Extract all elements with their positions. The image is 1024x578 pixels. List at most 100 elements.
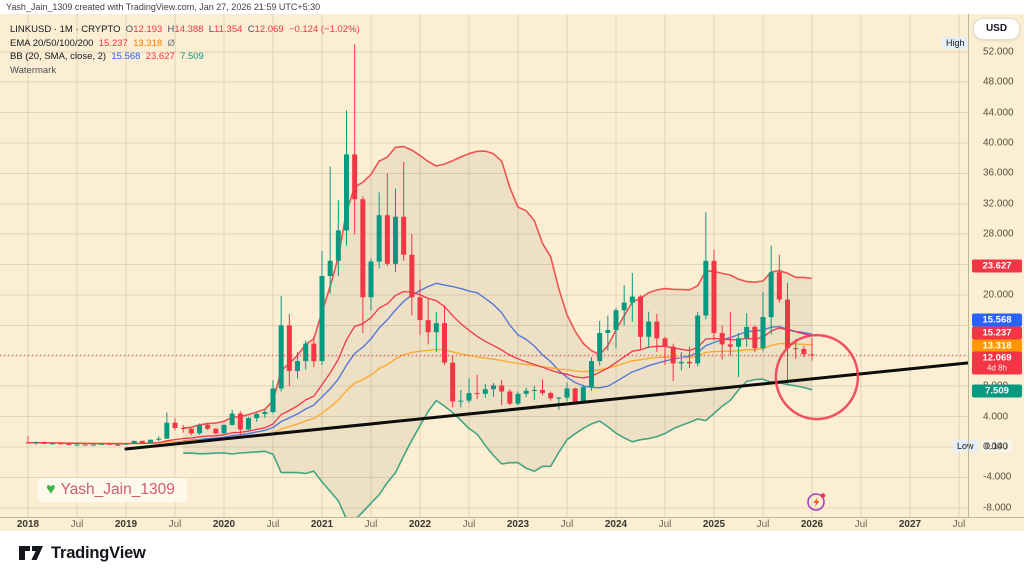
time-tick-label: 2027 xyxy=(898,519,922,530)
tradingview-logo-icon xyxy=(19,546,43,560)
candle xyxy=(760,291,766,352)
price-tick-label: 36.000 xyxy=(983,167,1014,179)
bb-fill xyxy=(183,146,812,517)
ema20-value: 15.237 xyxy=(98,37,128,49)
candle xyxy=(662,336,668,365)
price-badge: 23.627 xyxy=(972,259,1022,273)
price-tick-label: 52.000 xyxy=(983,46,1014,58)
time-axis[interactable]: 2018 Jul 2019 Jul 2020 Jul 2021 Jul 2022 Jul 2023 J… xyxy=(0,517,1024,532)
bb-basis-line xyxy=(183,282,813,442)
legend-symbol-row[interactable]: LINKUSD · 1M · CRYPTO O12.193 H14.388 L1… xyxy=(10,23,360,37)
candle xyxy=(719,325,725,360)
time-tick-label: 2019 xyxy=(114,519,138,530)
price-badge: 7.509 xyxy=(972,384,1022,398)
symbol-title: LINKUSD · 1M · CRYPTO xyxy=(10,24,121,35)
price-badge: 15.237 xyxy=(972,326,1022,340)
market-status-icon[interactable] xyxy=(806,491,828,513)
candle xyxy=(90,444,96,446)
candle xyxy=(482,383,488,398)
tradingview-brand[interactable]: TradingView xyxy=(18,542,146,564)
price-axis[interactable]: 52.000 48.000 44.000 40.000 36.000 32.000 28.0… xyxy=(968,14,1024,517)
price-tick-label: 20.000 xyxy=(983,289,1014,301)
candle xyxy=(417,279,423,336)
candle xyxy=(638,295,644,349)
time-tick-label: Jul xyxy=(756,519,770,530)
time-tick-label: Jul xyxy=(266,519,280,530)
candle xyxy=(654,314,660,352)
candle xyxy=(801,345,807,358)
currency-button[interactable]: USD xyxy=(973,18,1020,40)
candle xyxy=(82,444,88,446)
close-label: C xyxy=(247,24,255,35)
candle xyxy=(736,333,742,378)
candle xyxy=(605,315,611,351)
price-tick-label: 40.000 xyxy=(983,137,1014,149)
candle xyxy=(425,298,431,345)
candle xyxy=(531,386,537,400)
time-tick-label: 2023 xyxy=(506,519,530,530)
time-tick-label: 2025 xyxy=(702,519,726,530)
candle xyxy=(376,192,382,269)
price-tick-label: 48.000 xyxy=(983,76,1014,88)
candle xyxy=(58,442,64,445)
candle xyxy=(466,378,472,403)
legend-ema-row[interactable]: EMA 20/50/100/200 15.237 13.318 Ø xyxy=(10,37,360,51)
candle xyxy=(344,110,350,246)
time-tick-label: 2022 xyxy=(408,519,432,530)
open-value: 12.193 xyxy=(133,24,163,35)
close-value: 12.069 xyxy=(254,24,284,35)
candle xyxy=(727,311,733,356)
chart-area[interactable]: LINKUSD · 1M · CRYPTO O12.193 H14.388 L1… xyxy=(0,14,1024,532)
candle xyxy=(450,355,456,408)
candle xyxy=(433,311,439,352)
legend-watermark-row[interactable]: Watermark xyxy=(10,64,57,76)
candle xyxy=(507,389,513,406)
low-value: 11.354 xyxy=(214,24,243,35)
candle xyxy=(629,272,635,322)
flash-bolt-icon xyxy=(807,493,826,511)
watermark-pill: ♥ Yash_Jain_1309 xyxy=(38,478,187,502)
candle xyxy=(580,384,586,403)
ema50-value: 13.318 xyxy=(133,37,163,49)
credit-line: Yash_Jain_1309 created with TradingView.… xyxy=(0,0,1024,14)
legend-bb-row[interactable]: BB (20, SMA, close, 2) 15.568 23.627 7.5… xyxy=(10,50,360,64)
candle xyxy=(262,410,268,418)
time-tick-label: 2018 xyxy=(16,519,40,530)
high-value: 14.388 xyxy=(174,24,204,35)
bb-lower-band xyxy=(183,378,813,517)
candle xyxy=(33,441,39,445)
candle xyxy=(246,416,252,431)
price-tick-label: 32.000 xyxy=(983,198,1014,210)
time-tick-label: Jul xyxy=(70,519,84,530)
candle xyxy=(597,320,603,366)
candle xyxy=(41,441,47,445)
candle xyxy=(123,443,129,445)
trendline[interactable] xyxy=(124,361,968,451)
candle xyxy=(687,346,693,368)
circle-annotation[interactable] xyxy=(774,333,860,421)
candle xyxy=(785,282,791,385)
candle xyxy=(286,314,292,387)
candle xyxy=(327,166,333,294)
high-label: H xyxy=(167,24,175,35)
candle xyxy=(205,422,211,431)
candle xyxy=(270,380,276,414)
candles xyxy=(25,44,815,446)
ema-indicator-label: EMA 20/50/100/200 xyxy=(10,37,94,49)
candle xyxy=(25,436,31,444)
time-tick-label: Jul xyxy=(854,519,868,530)
candle xyxy=(164,412,170,440)
time-tick-label: 2020 xyxy=(212,519,236,530)
price-chart-canvas[interactable] xyxy=(0,14,968,517)
candle xyxy=(254,412,260,422)
candle xyxy=(74,443,80,446)
candle xyxy=(646,311,652,349)
candle xyxy=(303,340,309,370)
candle xyxy=(776,254,782,303)
candle xyxy=(474,374,480,400)
candle xyxy=(523,387,529,397)
time-tick-label: 2024 xyxy=(604,519,628,530)
candle xyxy=(384,173,390,267)
candle xyxy=(393,188,399,273)
